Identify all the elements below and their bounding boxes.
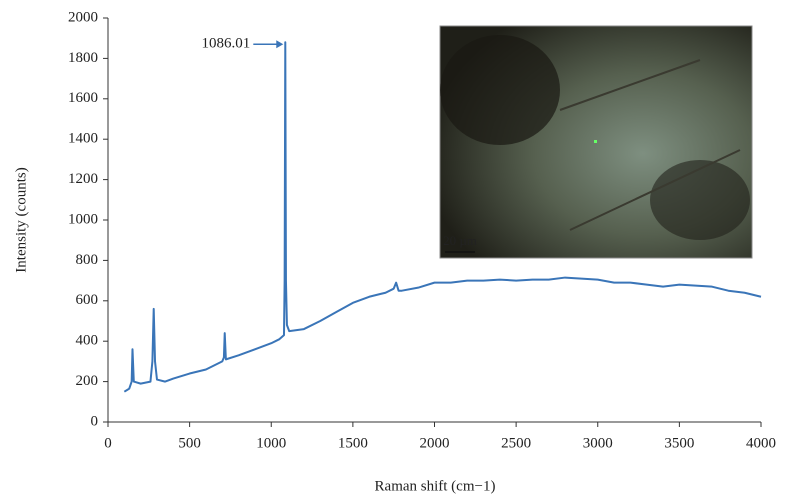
y-tick-label: 200 [76,373,99,389]
x-tick-label: 0 [104,435,112,451]
x-tick-label: 3000 [583,435,613,451]
y-tick-label: 600 [76,292,99,308]
y-tick-label: 1200 [68,171,98,187]
x-tick-label: 3500 [664,435,694,451]
x-tick-label: 4000 [746,435,776,451]
x-tick-label: 1500 [338,435,368,451]
y-tick-label: 400 [76,333,99,349]
y-tick-label: 1000 [68,211,98,227]
x-axis-label: Raman shift (cm−1) [375,478,496,494]
y-tick-label: 1600 [68,90,98,106]
y-tick-label: 2000 [68,9,98,25]
y-tick-label: 1400 [68,131,98,147]
x-tick-label: 1000 [256,435,286,451]
scale-label: 20 µm [443,233,477,248]
y-axis-label: Intensity (counts) [13,167,29,272]
inset-image: 20 µm [439,25,753,259]
y-tick-label: 800 [76,252,99,268]
annotation: 1086.01 [202,36,251,52]
x-tick-label: 2000 [420,435,450,451]
x-tick-label: 2500 [501,435,531,451]
spectrum-line [123,41,762,393]
y-tick-label: 1800 [68,50,98,66]
x-tick-label: 500 [178,435,201,451]
annotation-arrowhead [276,40,284,49]
y-tick-label: 0 [91,413,99,429]
